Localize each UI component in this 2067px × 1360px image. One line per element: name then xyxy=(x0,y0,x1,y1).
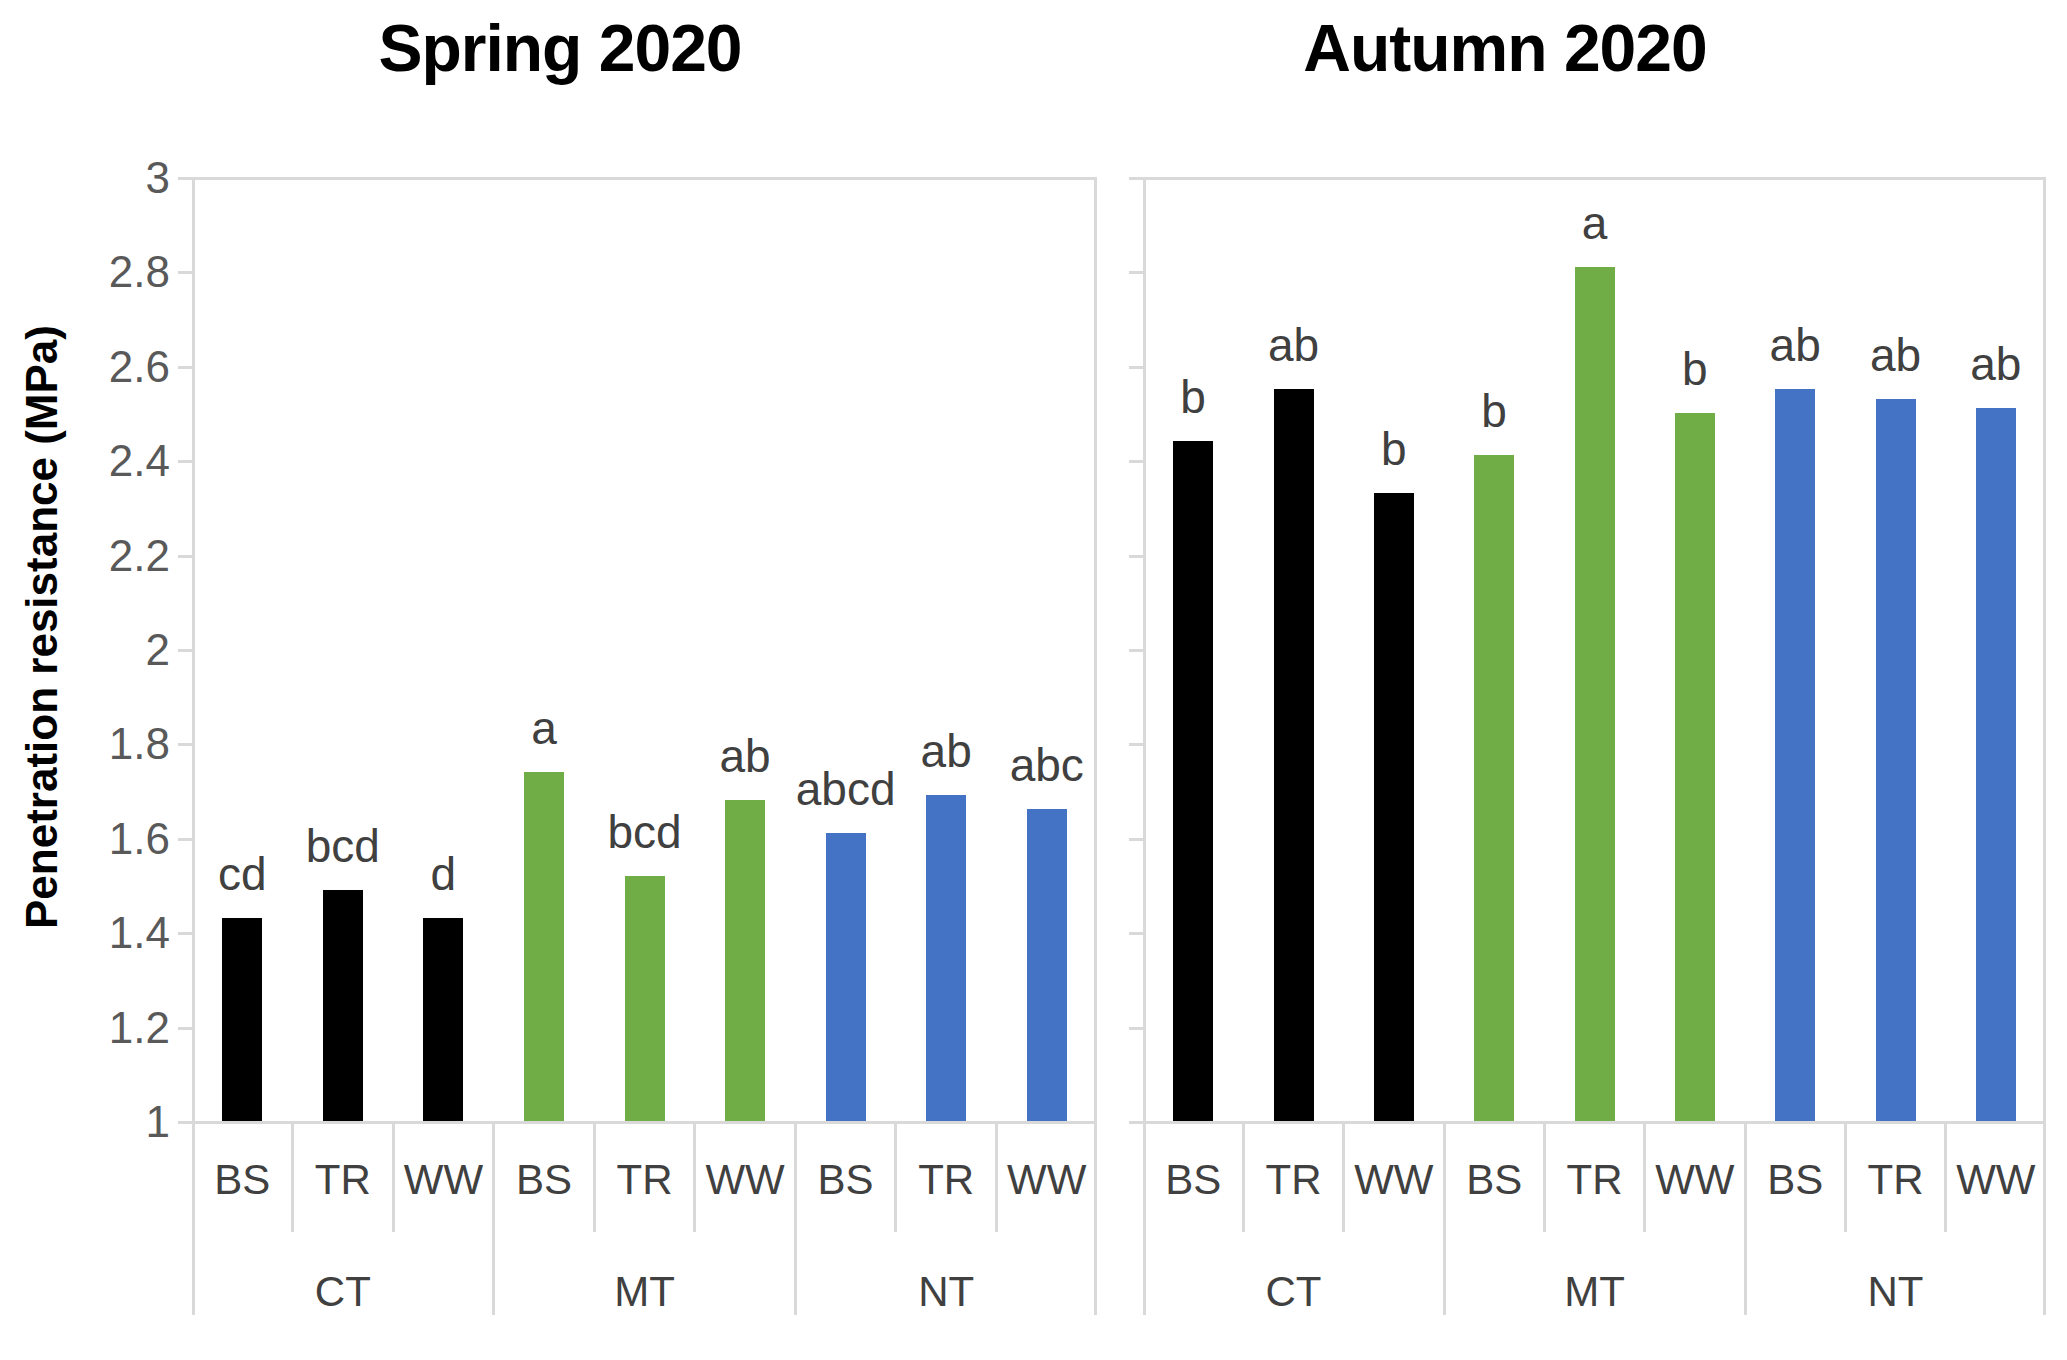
bar-nt-tr xyxy=(1876,399,1916,1121)
y-tick xyxy=(1129,1027,1143,1030)
bar-ct-bs xyxy=(1173,441,1213,1121)
autumn-2020-chart: babbbababababBSTRWWBSTRWWBSTRWWCTMTNT xyxy=(0,0,2067,1360)
category-label: BS xyxy=(1745,1150,1845,1210)
y-tick xyxy=(1129,743,1143,746)
bar-letter: ab xyxy=(1184,319,1404,371)
y-tick xyxy=(1129,1121,1143,1124)
category-label: BS xyxy=(1143,1150,1243,1210)
y-tick xyxy=(1129,932,1143,935)
x-axis-line xyxy=(1129,1121,2046,1124)
category-label: WW xyxy=(1645,1150,1745,1210)
bar-mt-ww xyxy=(1675,413,1715,1121)
bar-ct-ww xyxy=(1374,493,1414,1121)
plot-border-top xyxy=(1143,177,2046,180)
group-label: CT xyxy=(1144,1262,1444,1322)
bar-nt-bs xyxy=(1775,389,1815,1121)
bar-mt-bs xyxy=(1474,455,1514,1121)
bar-letter: b xyxy=(1384,385,1604,437)
y-tick xyxy=(1129,649,1143,652)
y-axis-line xyxy=(1143,177,1146,1315)
y-tick xyxy=(1129,271,1143,274)
category-label: TR xyxy=(1544,1150,1644,1210)
bar-nt-ww xyxy=(1976,408,2016,1121)
y-tick xyxy=(1129,366,1143,369)
category-label: WW xyxy=(1344,1150,1444,1210)
category-label: WW xyxy=(1946,1150,2046,1210)
category-label: TR xyxy=(1243,1150,1343,1210)
bar-letter: a xyxy=(1485,197,1705,249)
group-label: MT xyxy=(1445,1262,1745,1322)
y-tick xyxy=(1129,177,1143,180)
y-tick xyxy=(1129,460,1143,463)
bar-letter: b xyxy=(1083,371,1303,423)
y-tick xyxy=(1129,838,1143,841)
group-label: NT xyxy=(1746,1262,2046,1322)
category-label: BS xyxy=(1444,1150,1544,1210)
y-tick xyxy=(1129,555,1143,558)
bar-letter: ab xyxy=(1886,338,2067,390)
figure: Spring 2020 Autumn 2020 Penetration resi… xyxy=(0,0,2067,1360)
category-label: TR xyxy=(1845,1150,1945,1210)
bar-ct-tr xyxy=(1274,389,1314,1121)
